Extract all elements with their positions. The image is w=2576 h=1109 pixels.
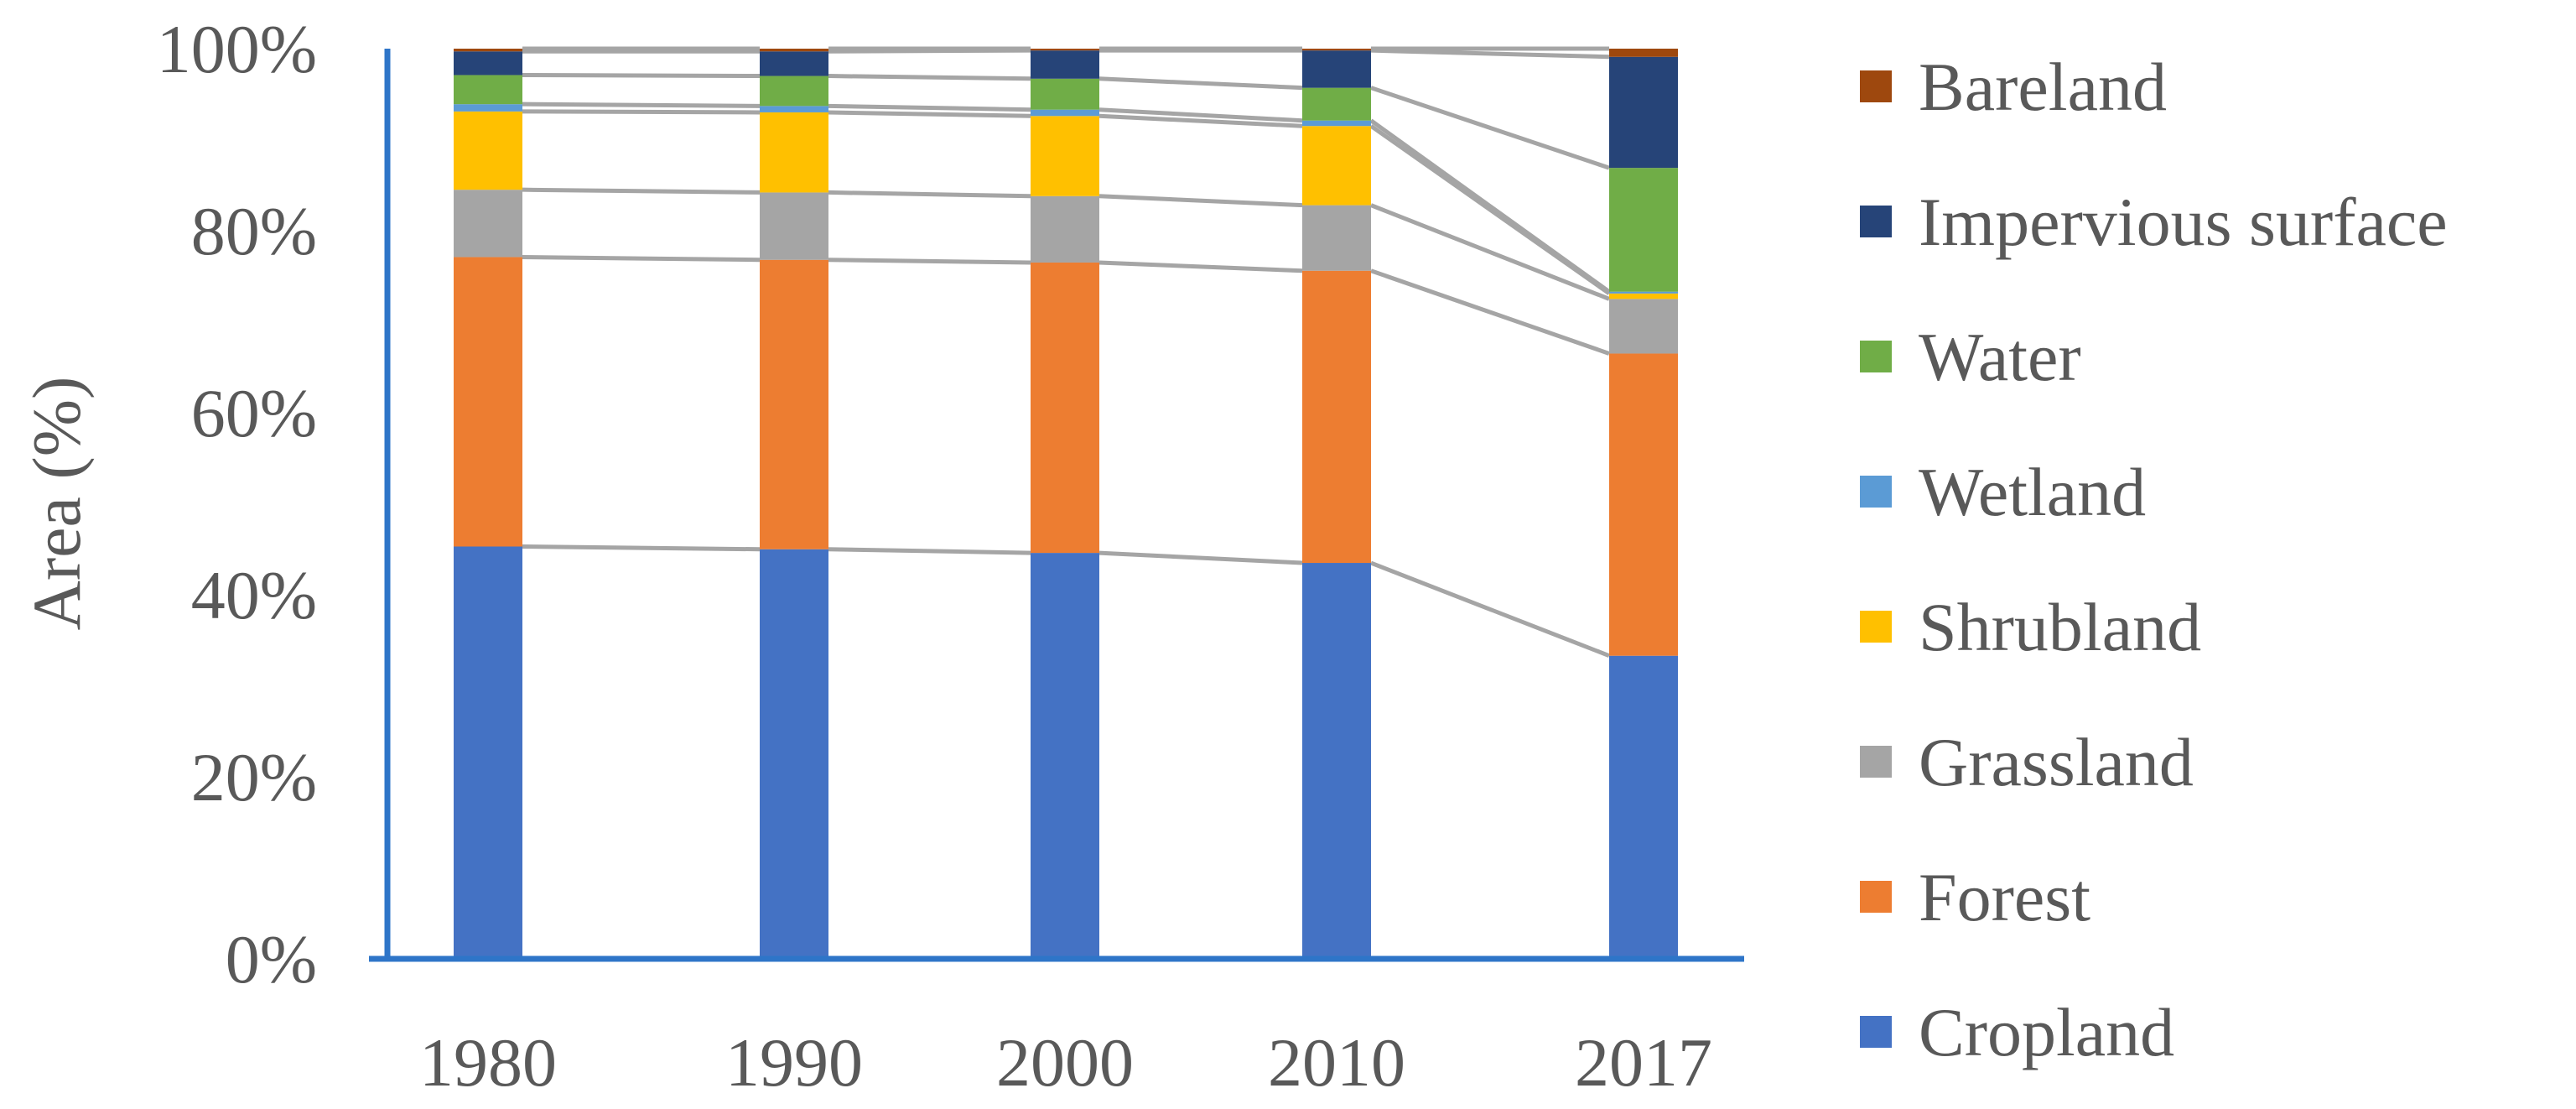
legend-swatch-wetland (1860, 476, 1892, 508)
series-line-cropland-0 (522, 544, 761, 552)
bar-cropland-2010 (1302, 563, 1371, 959)
bar-bareland-2000 (1031, 49, 1099, 51)
series-line-shrubland-1 (828, 110, 1031, 118)
x-tick-label: 2017 (1575, 1024, 1712, 1101)
bar-forest-1990 (760, 259, 828, 549)
bar-grassland-1990 (760, 192, 828, 260)
bar-bareland-1990 (760, 49, 828, 52)
series-line-forest-1 (828, 258, 1031, 265)
bar-shrubland-1980 (454, 111, 522, 190)
bar-wetland-2017 (1609, 291, 1678, 294)
bar-shrubland-1990 (760, 112, 828, 193)
legend-swatch-bareland (1860, 70, 1892, 102)
bar-impervious-surface-1980 (454, 51, 522, 75)
series-line-grassland-0 (522, 187, 761, 195)
bar-cropland-2017 (1609, 655, 1678, 959)
series-line-grassland-3 (1370, 203, 1610, 301)
series-line-forest-0 (522, 254, 761, 263)
bar-forest-2017 (1609, 353, 1678, 656)
bar-impervious-surface-2010 (1302, 50, 1371, 88)
bar-forest-1980 (454, 257, 522, 547)
x-tick-label: 2000 (996, 1024, 1134, 1101)
bar-water-2017 (1609, 168, 1678, 292)
legend-swatch-shrubland (1860, 611, 1892, 643)
legend-swatch-water (1860, 341, 1892, 372)
x-tick-label: 2010 (1268, 1024, 1405, 1101)
x-tick-label: 1980 (419, 1024, 557, 1101)
bar-forest-2000 (1031, 262, 1099, 554)
series-line-cropland-1 (828, 547, 1031, 555)
y-tick-label: 40% (191, 557, 317, 633)
bar-cropland-1980 (454, 546, 522, 959)
series-line-grassland-2 (1098, 194, 1303, 208)
bar-grassland-2000 (1031, 195, 1099, 263)
bar-water-1980 (454, 75, 522, 105)
series-line-shrubland-2 (1098, 113, 1303, 128)
series-line-water-1 (828, 74, 1031, 81)
series-line-water-3 (1370, 86, 1610, 170)
bar-forest-2010 (1302, 270, 1371, 564)
bar-grassland-1980 (454, 190, 522, 258)
legend-label-shrubland: Shrubland (1919, 589, 2201, 665)
series-line-cropland-2 (1098, 550, 1303, 565)
y-tick-label: 20% (191, 739, 317, 815)
bar-impervious-surface-1990 (760, 51, 828, 76)
legend-label-water: Water (1919, 319, 2081, 395)
x-tick-label: 1990 (725, 1024, 863, 1101)
series-line-grassland-1 (828, 190, 1031, 199)
y-tick-label: 100% (157, 11, 317, 87)
series-line-cropland-3 (1370, 560, 1610, 659)
bar-bareland-1980 (454, 49, 522, 52)
legend-label-grassland: Grassland (1919, 724, 2194, 800)
y-tick-label: 60% (191, 375, 317, 451)
legend-swatch-grassland (1860, 746, 1892, 778)
y-tick-label: 0% (226, 921, 317, 997)
series-line-water-2 (1098, 76, 1303, 91)
legend-label-cropland: Cropland (1919, 994, 2174, 1070)
legend-label-bareland: Bareland (1919, 49, 2167, 125)
series-line-forest-2 (1098, 260, 1303, 273)
bar-grassland-2010 (1302, 205, 1371, 271)
bar-wetland-2000 (1031, 109, 1099, 117)
bar-wetland-2010 (1302, 120, 1371, 127)
bar-cropland-1990 (760, 549, 828, 959)
series-line-wetland-2 (1098, 107, 1303, 123)
y-tick-label: 80% (191, 193, 317, 269)
series-line-wetland-3 (1369, 118, 1611, 294)
bar-grassland-2017 (1609, 299, 1678, 354)
bar-bareland-2017 (1609, 49, 1678, 57)
legend-swatch-forest (1860, 881, 1892, 913)
series-line-forest-3 (1370, 268, 1610, 356)
bar-water-2010 (1302, 87, 1371, 121)
bar-water-1990 (760, 75, 828, 107)
bar-wetland-1980 (454, 104, 522, 112)
bar-impervious-surface-2000 (1031, 50, 1099, 79)
series-line-wetland-0 (522, 102, 761, 108)
legend-label-impervious-surface: Impervious surface (1919, 184, 2448, 260)
legend-label-forest: Forest (1919, 859, 2090, 935)
axes (369, 49, 1744, 962)
series-line-impervious-surface-3 (1370, 48, 1610, 60)
legend-swatch-impervious-surface (1860, 206, 1892, 237)
y-axis-title: Area (%) (18, 377, 95, 631)
bar-wetland-1990 (760, 106, 828, 112)
bar-shrubland-2017 (1609, 293, 1678, 299)
bars (454, 49, 1678, 959)
legend-label-wetland: Wetland (1919, 454, 2146, 530)
legend-swatch-cropland (1860, 1016, 1892, 1048)
series-line-wetland-1 (828, 103, 1031, 112)
x-tick-labels: 1980 1990 2000 2010 2017 (419, 1024, 1712, 1101)
bar-shrubland-2000 (1031, 116, 1099, 196)
bar-bareland-2010 (1302, 49, 1371, 51)
series-lines (522, 46, 1611, 659)
y-tick-labels: 0% 20% 40% 60% 80% 100% (157, 11, 317, 997)
bar-shrubland-2010 (1302, 126, 1371, 206)
bar-water-2000 (1031, 78, 1099, 110)
bar-cropland-2000 (1031, 553, 1099, 959)
bar-impervious-surface-2017 (1609, 56, 1678, 169)
legend: Bareland Impervious surface Water Wetland Sh… (1860, 49, 2448, 1070)
